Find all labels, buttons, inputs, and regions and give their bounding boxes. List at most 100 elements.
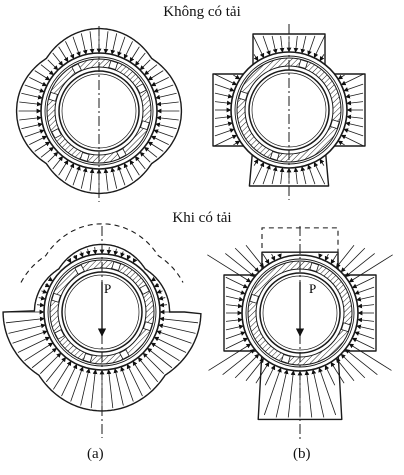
- segment-block: [298, 59, 309, 70]
- segment-block: [108, 60, 119, 71]
- unloaded-envelope-dashed: [20, 223, 184, 283]
- pressure-arrow: [120, 366, 134, 402]
- liner-outer-edge: [236, 57, 342, 163]
- pressure-arrow: [214, 83, 235, 92]
- pressure-arrow: [61, 363, 78, 397]
- pressure-arrow: [340, 73, 364, 86]
- pressure-arrow: [234, 353, 260, 379]
- segment-block: [249, 293, 260, 304]
- pressure-arrow: [106, 369, 114, 409]
- pressure-arrow: [150, 135, 169, 145]
- segment-block: [142, 321, 153, 332]
- pressure-arrow: [293, 167, 299, 185]
- pressure-arrow: [113, 368, 124, 406]
- pressure-arrow: [234, 247, 260, 273]
- pressure-arrow: [253, 158, 259, 166]
- pressure-arrow: [113, 248, 119, 256]
- pressure-arrow: [147, 70, 164, 81]
- pressure-arrow: [330, 253, 338, 265]
- pressure-arrow: [44, 282, 51, 288]
- pressure-arrow: [153, 282, 160, 288]
- pressure-arrow: [132, 360, 151, 390]
- pressure-arrow: [345, 253, 375, 278]
- segment-block: [111, 261, 122, 272]
- pressure-arrow: [307, 35, 316, 56]
- pressure-arrow: [225, 276, 249, 289]
- segment-block: [269, 150, 280, 161]
- pressure-arrow: [156, 101, 179, 107]
- pressure-arrow: [307, 164, 316, 185]
- pressure-arrow: [214, 121, 233, 128]
- pressure-arrow: [293, 35, 299, 53]
- pressure-arrow: [343, 128, 364, 137]
- pressure-arrow: [150, 342, 180, 361]
- pressure-arrow: [324, 253, 330, 262]
- pressure-arrow: [313, 35, 326, 59]
- pressure-arrow: [153, 84, 174, 93]
- pressure-arrow: [214, 100, 232, 106]
- pressure-arrow: [214, 92, 233, 99]
- pressure-arrow: [225, 286, 246, 295]
- pressure-arrow: [47, 151, 59, 163]
- pressure-arrow: [123, 41, 133, 60]
- pressure-arrow: [103, 31, 109, 54]
- pressure-arrow: [271, 166, 278, 185]
- pressure-arrow: [117, 36, 126, 57]
- segment-block: [119, 349, 130, 360]
- force-label-b: P: [309, 281, 316, 296]
- segment-block: [139, 120, 150, 131]
- segment-block: [54, 329, 65, 340]
- pressure-arrow: [279, 167, 285, 185]
- pressure-arrow: [287, 370, 296, 418]
- segment-block: [51, 292, 62, 303]
- pressure-arrow: [5, 316, 45, 324]
- pressure-arrow: [36, 302, 45, 308]
- pressure-arrow: [126, 254, 132, 261]
- pressure-arrow: [214, 128, 235, 137]
- pressure-arrow: [222, 348, 255, 376]
- pressure-arrow: [343, 83, 364, 92]
- pressure-arrow: [225, 253, 255, 278]
- pressure-arrow: [41, 289, 48, 294]
- pressure-arrow: [52, 52, 64, 66]
- pressure-arrow: [255, 361, 270, 384]
- pressure-arrow: [72, 36, 81, 57]
- pressure-arrow: [158, 323, 196, 334]
- pressure-arrow: [155, 122, 177, 130]
- pressure-arrow: [345, 348, 378, 376]
- segment-block: [340, 322, 351, 333]
- pressure-arrow: [80, 368, 91, 406]
- pressure-arrow: [225, 295, 244, 302]
- pressure-arrow: [70, 366, 84, 402]
- pressure-arrow: [153, 129, 174, 138]
- pressure-arrow: [21, 92, 43, 100]
- pressure-arrow: [80, 33, 88, 55]
- pressure-arrow: [156, 115, 179, 121]
- pressure-arrow: [126, 363, 143, 397]
- pressure-arrow: [89, 168, 95, 191]
- pressure-arrow: [348, 343, 392, 371]
- pressure-arrow: [38, 295, 46, 301]
- segment-block: [71, 63, 82, 74]
- pressure-arrow: [134, 156, 146, 170]
- pressure-arrow: [253, 54, 259, 62]
- pressure-arrow: [340, 353, 366, 379]
- pressure-arrow: [354, 331, 375, 340]
- pressure-arrow: [31, 347, 57, 369]
- pressure-arrow: [225, 303, 243, 309]
- pressure-arrow: [300, 166, 307, 185]
- pressure-arrow: [159, 302, 168, 308]
- pressure-arrow: [142, 352, 164, 374]
- pressure-arrow: [45, 357, 67, 383]
- pressure-arrow: [24, 129, 45, 138]
- liner-outer-edge: [49, 259, 155, 365]
- pressure-arrow: [19, 101, 42, 107]
- pressure-arrow: [330, 361, 345, 384]
- pressure-arrow: [262, 164, 271, 185]
- segment-block: [51, 128, 62, 139]
- pressure-arrow: [110, 167, 118, 189]
- pressure-arrow: [72, 165, 81, 186]
- pressure-arrow: [92, 246, 98, 255]
- pressure-arrow: [17, 336, 51, 353]
